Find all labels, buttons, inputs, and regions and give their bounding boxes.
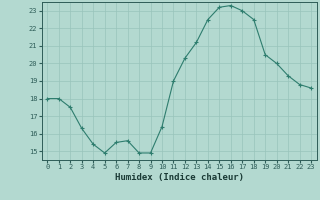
X-axis label: Humidex (Indice chaleur): Humidex (Indice chaleur) [115,173,244,182]
